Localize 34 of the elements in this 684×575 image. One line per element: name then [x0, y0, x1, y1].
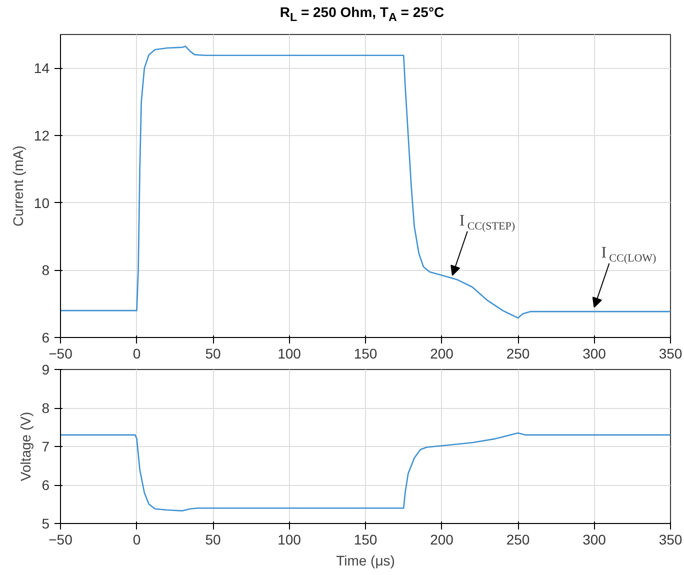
x-tick-label: −50 — [48, 532, 73, 548]
x-tick-label: 50 — [205, 346, 221, 362]
x-tick-label: 350 — [658, 346, 682, 362]
x-tick-label: 100 — [278, 346, 302, 362]
x-tick-label: −50 — [48, 346, 73, 362]
y-tick-label: 8 — [42, 262, 50, 278]
y-axis-title: Current (mA) — [10, 146, 26, 226]
chart-title: R$_{L}$ = 250 Ohm, T$_{A}$ = 25°C — [278, 4, 446, 24]
y-tick-label: 7 — [42, 438, 50, 454]
line-series — [60, 46, 670, 319]
y-tick-label: 6 — [42, 477, 50, 493]
x-tick-label: 300 — [582, 346, 606, 362]
x-tick-label: 0 — [132, 346, 141, 362]
x-tick-label: 150 — [354, 532, 378, 548]
y-axis-title: Voltage (V) — [18, 412, 34, 482]
x-axis-title: Time (μs) — [336, 552, 395, 568]
x-tick-label: 150 — [354, 346, 378, 362]
x-tick-label: 200 — [430, 532, 454, 548]
x-tick-label: 100 — [278, 532, 302, 548]
y-tick-label: 9 — [42, 362, 50, 378]
x-tick-label: 250 — [506, 532, 530, 548]
x-tick-label: 350 — [658, 532, 682, 548]
y-tick-label: 8 — [42, 400, 50, 416]
line-series — [60, 432, 670, 512]
y-tick-label: 10 — [34, 194, 50, 211]
x-tick-label: 300 — [582, 532, 606, 548]
y-tick-label: 12 — [34, 128, 50, 144]
y-tick-label: 6 — [42, 330, 50, 346]
y-tick-label: 14 — [34, 60, 50, 76]
x-tick-label: 0 — [132, 532, 141, 548]
x-tick-label: 50 — [205, 532, 221, 548]
y-tick-label: 5 — [42, 516, 50, 532]
x-tick-label: 200 — [430, 346, 454, 362]
x-tick-label: 250 — [506, 346, 530, 362]
